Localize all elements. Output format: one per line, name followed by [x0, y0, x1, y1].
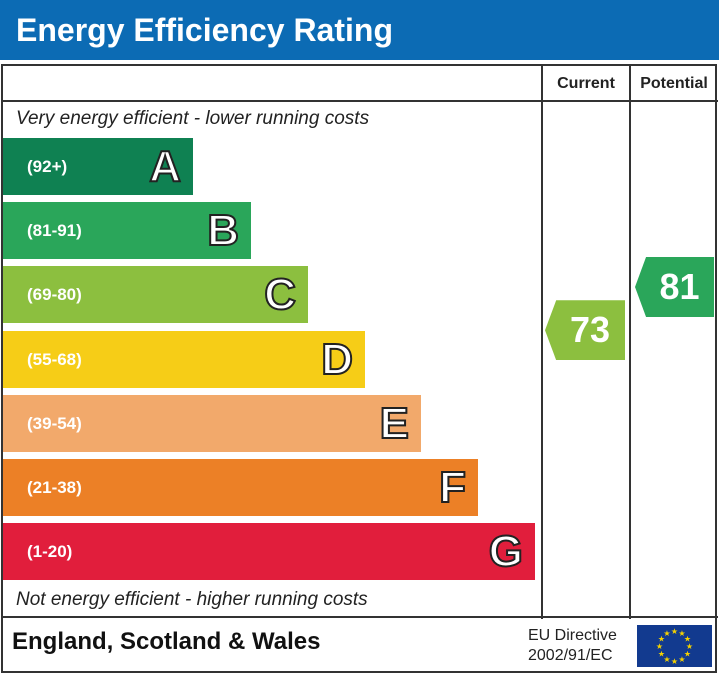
band-E: (39-54) E: [3, 395, 421, 452]
band-G: (1-20) G: [3, 523, 535, 580]
divider: [541, 64, 543, 619]
page-title: Energy Efficiency Rating: [0, 0, 719, 60]
star-icon: ★: [684, 650, 691, 659]
band-B: (81-91) B: [3, 202, 251, 259]
band-letter: E: [379, 398, 410, 449]
star-icon: ★: [684, 635, 691, 644]
band-letter: G: [488, 526, 524, 577]
band-A: (92+) A: [3, 138, 193, 195]
star-icon: ★: [663, 629, 670, 638]
column-header-current: Current: [557, 75, 615, 92]
chart-frame: [1, 64, 717, 673]
band-F: (21-38) F: [3, 459, 478, 516]
current-rating-arrow: 73: [545, 300, 625, 361]
band-range: (1-20): [27, 542, 73, 561]
band-letter: A: [148, 141, 182, 192]
directive-line2: 2002/91/EC: [528, 647, 613, 664]
eu-directive: EU Directive 2002/91/EC: [528, 626, 617, 666]
divider: [1, 616, 718, 618]
band-letter: B: [206, 205, 240, 256]
band-range: (92+): [27, 157, 68, 176]
top-caption: Very energy efficient - lower running co…: [16, 108, 370, 129]
star-icon: ★: [671, 657, 678, 666]
potential-rating-arrow: 81: [635, 257, 714, 317]
divider: [629, 64, 631, 619]
band-letter: D: [320, 334, 354, 385]
star-icon: ★: [658, 650, 665, 659]
band-letter: F: [438, 462, 467, 513]
band-D: (55-68) D: [3, 331, 365, 388]
star-icon: ★: [663, 655, 670, 664]
band-C: (69-80) C: [3, 266, 308, 323]
region-label: England, Scotland & Wales: [12, 628, 321, 655]
star-icon: ★: [678, 655, 685, 664]
star-icon: ★: [658, 635, 665, 644]
band-range: (81-91): [27, 221, 82, 240]
band-range: (55-68): [27, 350, 82, 369]
star-icon: ★: [686, 642, 693, 651]
band-letter: C: [263, 269, 297, 320]
divider: [1, 100, 718, 102]
band-range: (69-80): [27, 285, 82, 304]
star-icon: ★: [656, 642, 663, 651]
bottom-caption: Not energy efficient - higher running co…: [16, 589, 368, 610]
column-header-potential: Potential: [640, 75, 708, 92]
band-range: (21-38): [27, 478, 82, 497]
directive-line1: EU Directive: [528, 627, 617, 644]
eu-flag-icon: ★ ★ ★ ★ ★ ★ ★ ★ ★ ★ ★ ★: [637, 625, 712, 667]
star-icon: ★: [678, 629, 685, 638]
band-range: (39-54): [27, 414, 82, 433]
star-icon: ★: [671, 627, 678, 636]
